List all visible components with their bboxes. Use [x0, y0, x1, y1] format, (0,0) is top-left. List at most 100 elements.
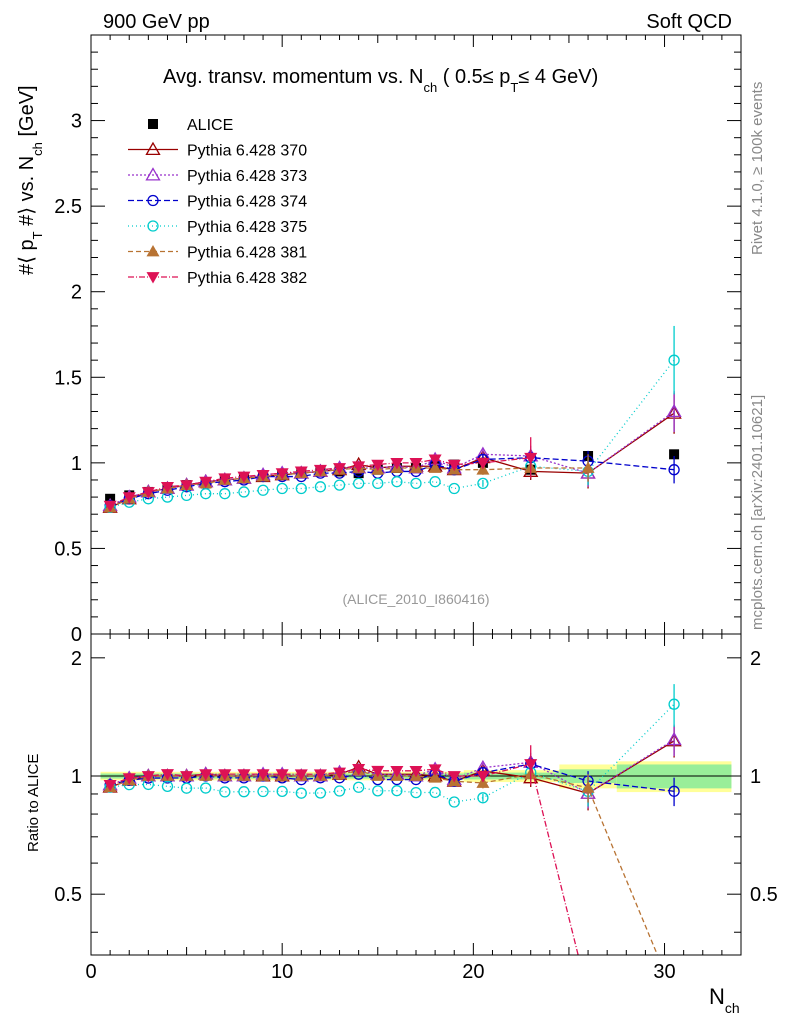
alice-point — [669, 449, 680, 460]
series-point — [160, 481, 174, 494]
ratio-y-label: Ratio to ALICE — [25, 754, 42, 852]
series-point — [371, 459, 385, 472]
ratio-point — [372, 785, 384, 797]
series-point — [333, 479, 346, 491]
ratio-point — [428, 771, 442, 783]
ratio-point — [666, 731, 682, 746]
series-point — [668, 354, 680, 366]
series-point — [428, 461, 442, 473]
x-tick-label: 20 — [462, 961, 484, 983]
legend-marker — [146, 272, 160, 284]
ratio-point — [103, 779, 117, 792]
series-point — [199, 476, 213, 489]
legend-label: Pythia 6.428 382 — [187, 270, 307, 287]
chart-title: Avg. transv. momentum vs. Nch ( 0.5≤ pT≤… — [163, 66, 598, 95]
ratio-point — [314, 787, 327, 799]
ratio-tick-label-right: 0.5 — [750, 884, 778, 906]
y-tick-label: 0.5 — [54, 538, 82, 560]
ratio-tick-label-right: 1 — [750, 766, 761, 788]
y-tick-label: 2 — [71, 282, 82, 304]
series-point — [257, 484, 269, 496]
series-point — [218, 473, 232, 485]
ratio-tick-label: 2 — [71, 648, 82, 670]
series-point — [666, 403, 682, 418]
analysis-id: (ALICE_2010_I860416) — [342, 591, 489, 607]
ratio-point — [371, 765, 385, 778]
series-point — [219, 488, 231, 500]
series-point — [313, 464, 327, 477]
ratio-tick-label: 1 — [71, 766, 82, 788]
series-point — [256, 469, 270, 482]
y-axis-label: #⟨ pT #⟩ vs. Nch [GeV] — [16, 85, 45, 275]
series-point — [410, 477, 422, 490]
y-tick-label: 0 — [71, 624, 82, 646]
series-point — [477, 477, 489, 490]
ratio-series — [102, 684, 682, 955]
series-point — [200, 488, 212, 500]
x-tick-label: 0 — [85, 961, 96, 983]
series-point — [122, 492, 136, 504]
ratio-point — [200, 782, 212, 794]
series-point — [352, 461, 366, 473]
legend-label: Pythia 6.428 375 — [187, 219, 307, 236]
ratio-point — [581, 781, 595, 793]
x-axis-label: Nch — [709, 984, 740, 1016]
ratio-point — [447, 771, 461, 783]
series-point — [581, 461, 595, 473]
legend-marker — [147, 194, 159, 207]
side-text-top: Rivet 4.1.0, ≥ 100k events — [749, 82, 766, 255]
ratio-point — [256, 769, 270, 781]
header-right: Soft QCD — [646, 11, 732, 33]
ratio-point — [333, 767, 347, 779]
series-point — [409, 457, 423, 470]
series-point — [237, 471, 251, 484]
ratio-tick-label: 0.5 — [54, 884, 82, 906]
ratio-point — [390, 765, 404, 778]
axes: 0 10 20 30 0 0.5 1 1.5 2 2.5 3 0.5 0.5 1 1 2 2 — [54, 35, 778, 983]
ratio-series-line — [109, 769, 659, 955]
series-point — [372, 477, 384, 490]
ratio-point — [275, 769, 289, 781]
legend-marker — [147, 220, 159, 232]
side-text-bottom: mcplots.cern.ch [arXiv:2401.10621] — [749, 395, 766, 630]
ratio-point — [429, 786, 441, 799]
series-point — [180, 480, 194, 492]
series-point — [668, 464, 680, 476]
ratio-point — [524, 759, 538, 771]
ratio-point — [180, 782, 193, 794]
series-point — [476, 457, 490, 470]
ratio-point — [160, 769, 174, 781]
ratio-point — [295, 787, 307, 799]
legend-label: Pythia 6.428 370 — [187, 143, 307, 160]
ratio-point — [257, 785, 269, 798]
ratio-point — [199, 769, 213, 781]
ratio-point — [294, 769, 308, 781]
legend-marker — [145, 141, 161, 156]
series-point — [447, 459, 461, 472]
ratio-point — [476, 771, 490, 783]
ratio-point — [477, 792, 489, 804]
main-series — [102, 325, 682, 514]
series-point — [391, 476, 403, 488]
ratio-point — [122, 773, 136, 785]
ratio-point — [428, 764, 442, 776]
ratio-point — [237, 769, 251, 781]
ratio-point — [313, 769, 327, 781]
legend-label: Pythia 6.428 373 — [187, 168, 307, 185]
series-point — [314, 481, 327, 493]
x-tick-label: 30 — [653, 961, 675, 983]
ratio-point — [668, 698, 680, 710]
series-point — [103, 500, 117, 513]
legend-label: ALICE — [187, 117, 233, 134]
ratio-point — [668, 785, 680, 797]
y-tick-label: 3 — [71, 111, 82, 133]
legend-label: Pythia 6.428 374 — [187, 194, 307, 211]
ratio-point — [238, 786, 250, 798]
series-point — [141, 487, 155, 499]
ratio-point — [333, 785, 346, 797]
series-point — [352, 477, 365, 490]
legend-marker — [146, 245, 160, 257]
series-point — [428, 454, 442, 466]
ratio-point — [448, 796, 460, 808]
